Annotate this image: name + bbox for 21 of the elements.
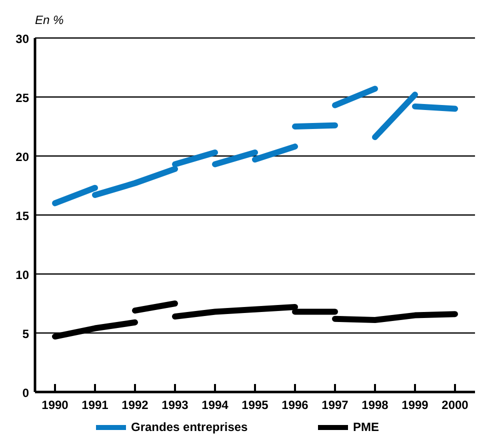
y-tick-label: 25: [16, 91, 30, 105]
legend-label: PME: [353, 420, 380, 434]
y-tick-label: 5: [22, 327, 30, 341]
x-tick-label: 1996: [282, 398, 309, 412]
y-tick-label: 10: [16, 268, 30, 282]
y-tick-label: 30: [16, 32, 30, 46]
x-tick-label: 1990: [42, 398, 69, 412]
x-tick-label: 1993: [162, 398, 189, 412]
x-tick-label: 1994: [202, 398, 229, 412]
x-tick-label: 1999: [402, 398, 429, 412]
y-axis-title: En %: [35, 13, 64, 27]
x-tick-label: 2000: [442, 398, 469, 412]
y-tick-label: 20: [16, 150, 30, 164]
y-tick-label: 0: [22, 386, 30, 400]
x-tick-label: 1998: [362, 398, 389, 412]
legend-label: Grandes entreprises: [131, 420, 248, 434]
x-tick-label: 1991: [82, 398, 109, 412]
x-tick-label: 1995: [242, 398, 269, 412]
y-tick-label: 15: [16, 209, 30, 223]
x-tick-label: 1992: [122, 398, 149, 412]
x-tick-label: 1997: [322, 398, 349, 412]
